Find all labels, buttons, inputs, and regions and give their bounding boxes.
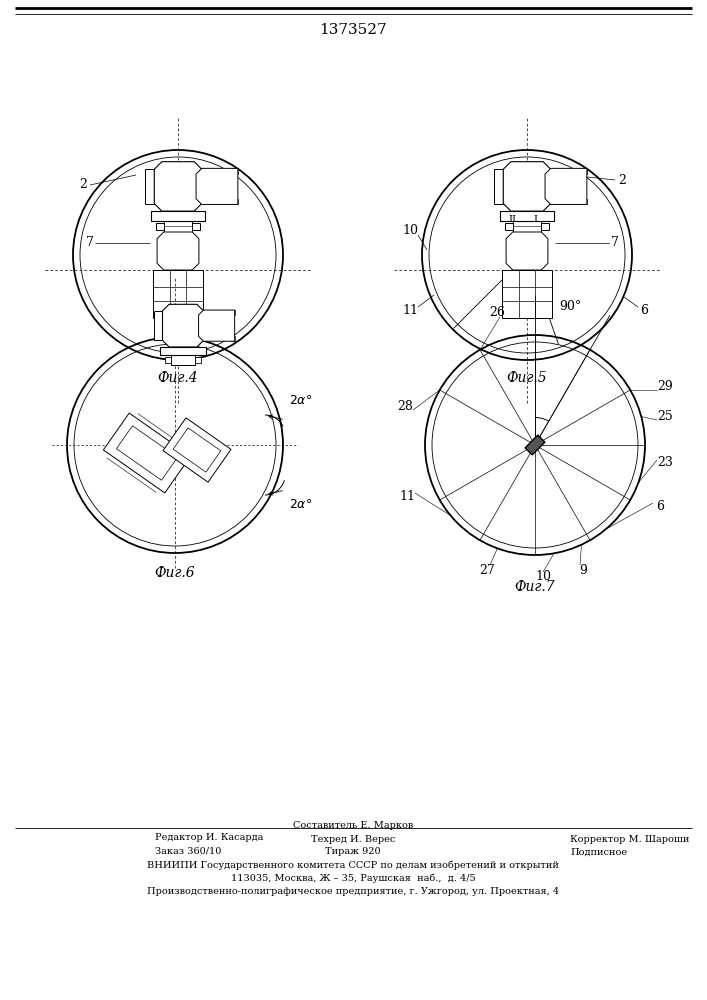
Text: 11: 11 bbox=[402, 304, 418, 316]
Bar bbox=[151, 211, 204, 221]
Polygon shape bbox=[157, 232, 199, 270]
Text: 23: 23 bbox=[657, 456, 673, 470]
Bar bbox=[170, 355, 195, 365]
Bar bbox=[581, 199, 587, 204]
Text: Фиг.6: Фиг.6 bbox=[155, 566, 195, 580]
Text: Фиг.5: Фиг.5 bbox=[507, 371, 547, 385]
Text: 9: 9 bbox=[579, 564, 587, 576]
Bar bbox=[145, 169, 154, 204]
Text: Фиг.4: Фиг.4 bbox=[158, 371, 198, 385]
Text: 28: 28 bbox=[397, 400, 413, 414]
Polygon shape bbox=[199, 310, 235, 341]
Text: 2: 2 bbox=[79, 178, 87, 192]
Text: 90°: 90° bbox=[559, 300, 581, 314]
Text: ВНИИПИ Государственного комитета СССР по делам изобретений и открытий: ВНИИПИ Государственного комитета СССР по… bbox=[147, 860, 559, 870]
Bar bbox=[581, 168, 587, 174]
Bar bbox=[542, 223, 549, 230]
Text: Производственно-полиграфическое предприятие, г. Ужгород, ул. Проектная, 4: Производственно-полиграфическое предприя… bbox=[147, 886, 559, 896]
Text: Корректор М. Шароши: Корректор М. Шароши bbox=[570, 834, 689, 844]
Text: Техред И. Верес: Техред И. Верес bbox=[311, 834, 395, 844]
Circle shape bbox=[530, 440, 540, 450]
Bar bbox=[230, 336, 235, 341]
Text: 113035, Москва, Ж – 35, Раушская  наб.,  д. 4/5: 113035, Москва, Ж – 35, Раушская наб., д… bbox=[230, 873, 475, 883]
Circle shape bbox=[533, 443, 537, 447]
Bar bbox=[195, 357, 201, 363]
Bar bbox=[165, 357, 170, 363]
Text: I: I bbox=[533, 215, 537, 224]
Bar bbox=[156, 223, 164, 230]
Polygon shape bbox=[163, 304, 204, 347]
Bar bbox=[493, 169, 503, 204]
Text: Подписное: Подписное bbox=[570, 848, 627, 856]
Text: Фиг.7: Фиг.7 bbox=[515, 580, 555, 594]
Text: 27: 27 bbox=[479, 564, 495, 576]
Bar bbox=[230, 310, 235, 315]
Text: 7: 7 bbox=[86, 236, 94, 249]
Polygon shape bbox=[545, 168, 587, 204]
Polygon shape bbox=[173, 428, 221, 472]
Polygon shape bbox=[163, 418, 231, 482]
Polygon shape bbox=[196, 168, 238, 204]
Text: Составитель Е. Марков: Составитель Е. Марков bbox=[293, 822, 413, 830]
Text: Редактор И. Касарда: Редактор И. Касарда bbox=[155, 834, 264, 842]
Text: 6: 6 bbox=[640, 304, 648, 316]
Text: 6: 6 bbox=[656, 500, 664, 514]
Text: $2\alpha°$: $2\alpha°$ bbox=[289, 393, 312, 406]
Text: 7: 7 bbox=[611, 236, 619, 249]
Bar bbox=[513, 221, 542, 232]
Text: 29: 29 bbox=[657, 380, 673, 393]
Bar bbox=[192, 223, 200, 230]
Text: $2\alpha°$: $2\alpha°$ bbox=[289, 498, 312, 512]
Text: 11: 11 bbox=[399, 490, 415, 504]
Bar bbox=[232, 168, 238, 174]
Text: 1373527: 1373527 bbox=[319, 23, 387, 37]
Text: Тираж 920: Тираж 920 bbox=[325, 848, 381, 856]
Bar bbox=[153, 270, 203, 318]
Polygon shape bbox=[506, 232, 548, 270]
Text: 10: 10 bbox=[402, 224, 418, 236]
Polygon shape bbox=[154, 162, 201, 211]
Bar bbox=[505, 223, 513, 230]
Text: II: II bbox=[508, 215, 516, 224]
Text: 25: 25 bbox=[657, 410, 673, 424]
Text: 10: 10 bbox=[535, 570, 551, 584]
Polygon shape bbox=[103, 413, 191, 493]
Bar bbox=[160, 347, 206, 355]
Polygon shape bbox=[117, 426, 177, 480]
Bar bbox=[232, 199, 238, 204]
Polygon shape bbox=[525, 435, 545, 455]
Text: 26: 26 bbox=[489, 306, 505, 320]
Polygon shape bbox=[503, 162, 551, 211]
Bar bbox=[501, 211, 554, 221]
Bar bbox=[164, 221, 192, 232]
Bar bbox=[154, 311, 163, 340]
Text: 2: 2 bbox=[618, 174, 626, 186]
Bar bbox=[502, 270, 551, 318]
Text: Заказ 360/10: Заказ 360/10 bbox=[155, 846, 221, 856]
